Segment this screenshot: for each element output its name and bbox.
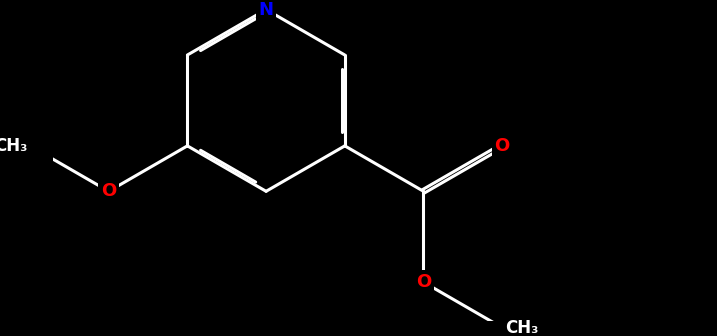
- Text: O: O: [495, 137, 510, 155]
- Text: N: N: [259, 1, 274, 18]
- Text: O: O: [416, 273, 431, 291]
- Text: O: O: [101, 182, 116, 200]
- Text: CH₃: CH₃: [505, 319, 538, 336]
- Text: CH₃: CH₃: [0, 137, 27, 155]
